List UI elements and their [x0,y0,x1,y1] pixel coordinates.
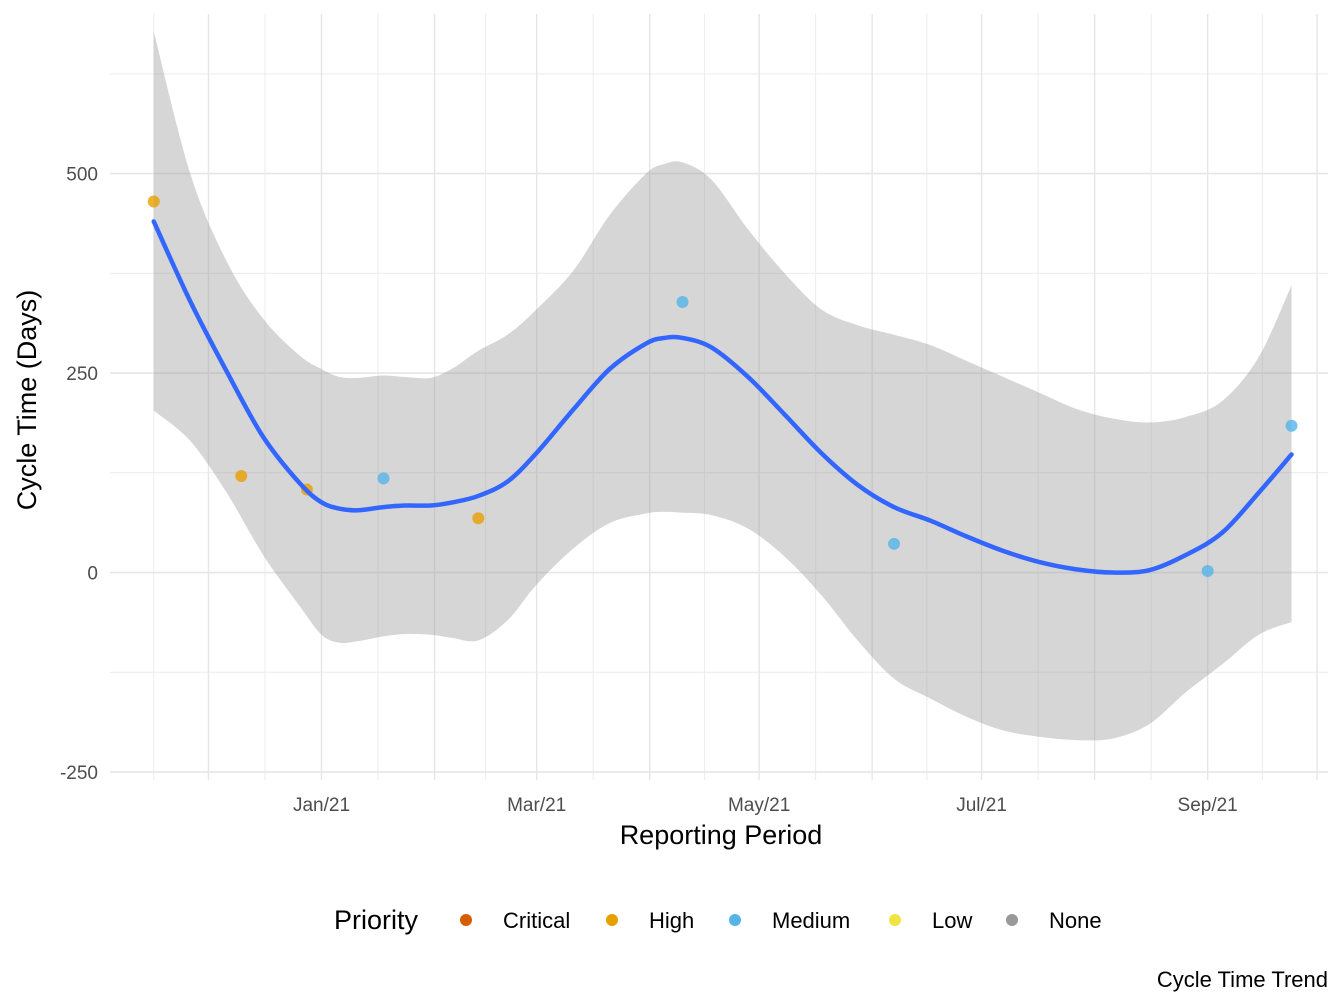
x-axis-ticks: Jan/21 Mar/21 May/21 Jul/21 Sep/21 [293,795,1238,816]
data-point [1285,419,1298,432]
data-point [235,469,248,482]
y-tick-label: 250 [66,364,98,385]
y-axis-ticks: -250 0 250 500 [60,165,98,784]
legend-key-high [606,914,618,926]
major-gridlines [110,14,1328,780]
y-tick-label: -250 [60,763,98,784]
data-point [377,472,390,485]
legend-label-low: Low [932,908,972,933]
x-axis-title: Reporting Period [620,820,823,850]
trend-line [151,219,1294,575]
minor-gridlines [110,14,1328,780]
data-point [472,512,485,525]
x-tick-label: Mar/21 [507,795,566,816]
legend-title: Priority [334,905,419,935]
y-axis-title: Cycle Time (Days) [12,290,42,511]
y-tick-label: 0 [87,564,98,585]
data-point [676,296,689,309]
x-tick-label: Jul/21 [956,795,1007,816]
legend-label-none: None [1049,908,1102,933]
x-tick-label: Sep/21 [1178,795,1238,816]
legend: Priority Critical High Medium Low None [334,905,1102,935]
legend-key-none [1006,914,1018,926]
smooth-line-layer [151,219,1294,575]
chart-caption: Cycle Time Trend [1157,967,1328,992]
confidence-ribbon-layer [153,31,1292,741]
legend-key-critical [460,914,472,926]
legend-key-low [889,914,901,926]
legend-key-medium [729,914,741,926]
data-point [1201,564,1214,577]
x-tick-label: May/21 [728,795,790,816]
confidence-ribbon [153,31,1292,741]
legend-label-critical: Critical [503,908,570,933]
x-tick-label: Jan/21 [293,795,350,816]
y-tick-label: 500 [66,165,98,186]
legend-label-medium: Medium [772,908,850,933]
data-point [888,537,901,550]
legend-label-high: High [649,908,694,933]
data-point [147,195,160,208]
